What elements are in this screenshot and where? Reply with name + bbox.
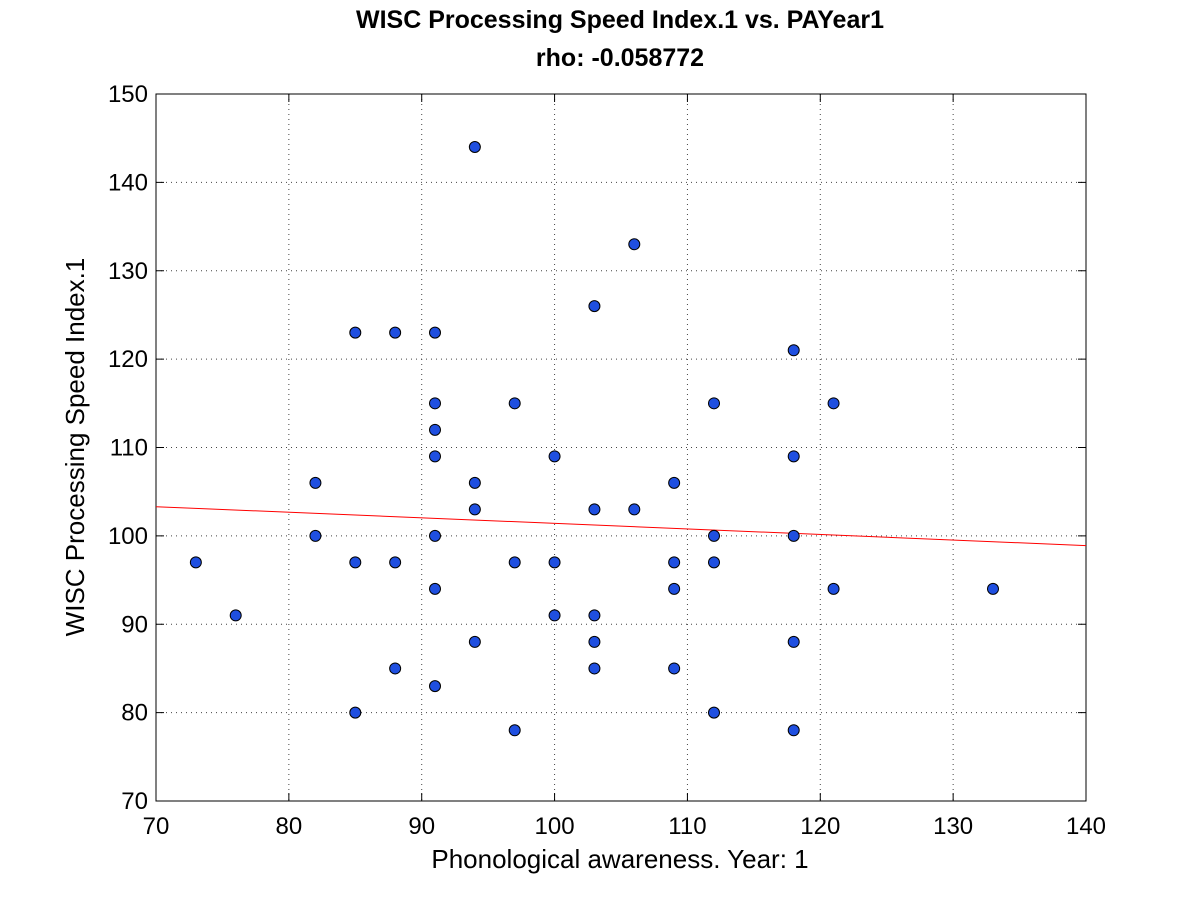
data-point [668,476,681,489]
y-tick-label: 80 [121,700,148,727]
y-tick-label: 100 [108,523,148,550]
data-point [468,141,481,154]
x-tick-label: 110 [668,813,706,840]
data-point [349,556,362,569]
y-tick-label: 130 [108,258,148,285]
data-point [548,450,561,463]
x-tick-label: 70 [143,813,170,840]
y-tick-label: 140 [108,169,148,196]
data-point [787,529,800,542]
data-point [508,397,521,410]
data-point [468,635,481,648]
data-point [787,635,800,648]
data-point [588,609,601,622]
x-tick-label: 140 [1066,813,1106,840]
data-point [628,238,641,251]
data-point [468,503,481,516]
data-point [787,450,800,463]
data-point [628,503,641,516]
data-point [429,450,441,463]
data-point [508,724,521,737]
data-point [708,397,720,410]
data-point [588,503,601,516]
data-point [429,680,441,693]
data-point [668,582,681,595]
data-point [309,529,322,542]
data-point [229,609,242,622]
data-point [787,344,800,357]
data-point [668,662,681,675]
data-point [548,556,561,569]
x-axis-label: Phonological awareness. Year: 1 [431,844,808,874]
data-point [827,582,840,595]
data-point [429,529,441,542]
y-tick-label: 150 [108,81,148,108]
x-tick-label: 120 [800,813,840,840]
data-point [987,582,999,595]
data-points [189,141,999,737]
y-tick-label: 90 [121,611,148,638]
chart-title: WISC Processing Speed Index.1 vs. PAYear… [356,6,884,34]
regression-line [155,506,1087,547]
y-tick-label: 110 [110,435,148,462]
axis-ticks [155,93,1087,802]
y-tick-label: 120 [108,346,148,373]
data-point [588,635,601,648]
data-point [389,326,402,339]
data-point [787,724,800,737]
data-point [588,662,601,675]
data-point [429,397,441,410]
data-point [708,556,720,569]
data-point [827,397,840,410]
data-point [708,529,720,542]
y-axis-label: WISC Processing Speed Index.1 [60,258,90,637]
data-point [429,582,441,595]
x-tick-label: 80 [276,813,303,840]
data-point [429,326,441,339]
x-tick-label: 90 [408,813,435,840]
data-point [508,556,521,569]
x-tick-label: 130 [933,813,973,840]
data-point [349,706,362,719]
data-point [349,326,362,339]
y-tick-label: 70 [121,788,148,815]
data-point [668,556,681,569]
data-point [548,609,561,622]
data-point [468,476,481,489]
data-point [189,556,202,569]
x-tick-label: 100 [535,813,575,840]
data-point [588,300,601,313]
data-point [309,476,322,489]
chart-subtitle: rho: -0.058772 [536,44,704,72]
data-point [389,662,402,675]
data-point [708,706,720,719]
data-point [389,556,402,569]
data-point [429,423,441,436]
